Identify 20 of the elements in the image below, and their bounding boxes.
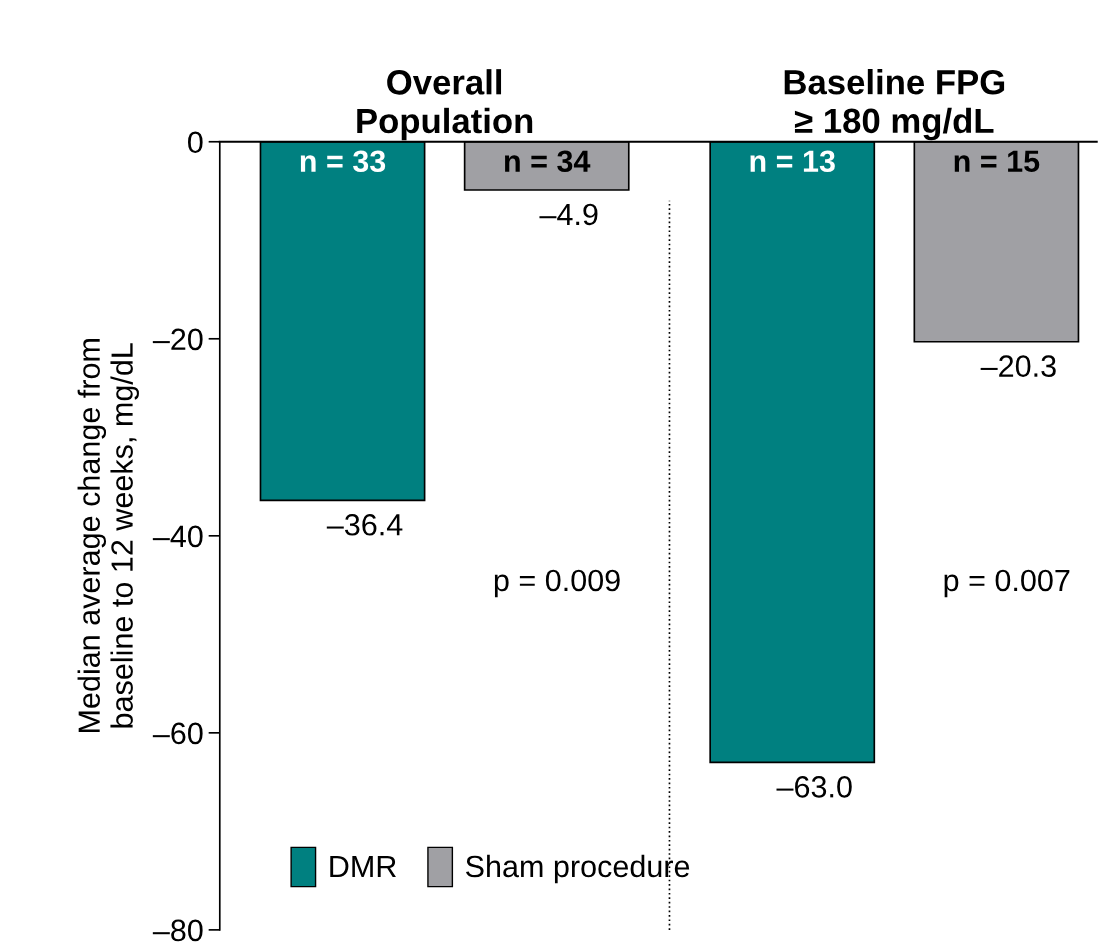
y-tick-label: –20	[152, 328, 203, 351]
data-label: –36.4	[326, 513, 403, 536]
data-label: –63.0	[776, 776, 852, 798]
y-tick-label: –40	[152, 525, 203, 548]
legend-label: Sham procedure	[465, 854, 690, 884]
data-label: –20.3	[980, 355, 1056, 377]
annotation: n = 13	[750, 150, 835, 173]
y-axis-title: Median average change from baseline to 12 weeks, mg/dL	[77, 339, 139, 733]
annotation: n = 33	[300, 150, 386, 173]
x-tick-label: Baseline FPG ≥ 180 mg/dL	[784, 69, 1005, 141]
legend-label: DMR	[330, 855, 396, 877]
data-label: –4.9	[539, 203, 598, 226]
annotation: p = 0.007	[944, 569, 1070, 598]
x-tick-label: Overall Population	[357, 69, 533, 141]
y-tick-label: –60	[152, 722, 203, 745]
y-tick-label: 0	[188, 131, 203, 154]
annotation: n = 34	[504, 150, 591, 173]
annotation: n = 15	[954, 150, 1040, 173]
annotation: p = 0.009	[494, 569, 620, 598]
y-tick-label: –80	[152, 919, 203, 942]
